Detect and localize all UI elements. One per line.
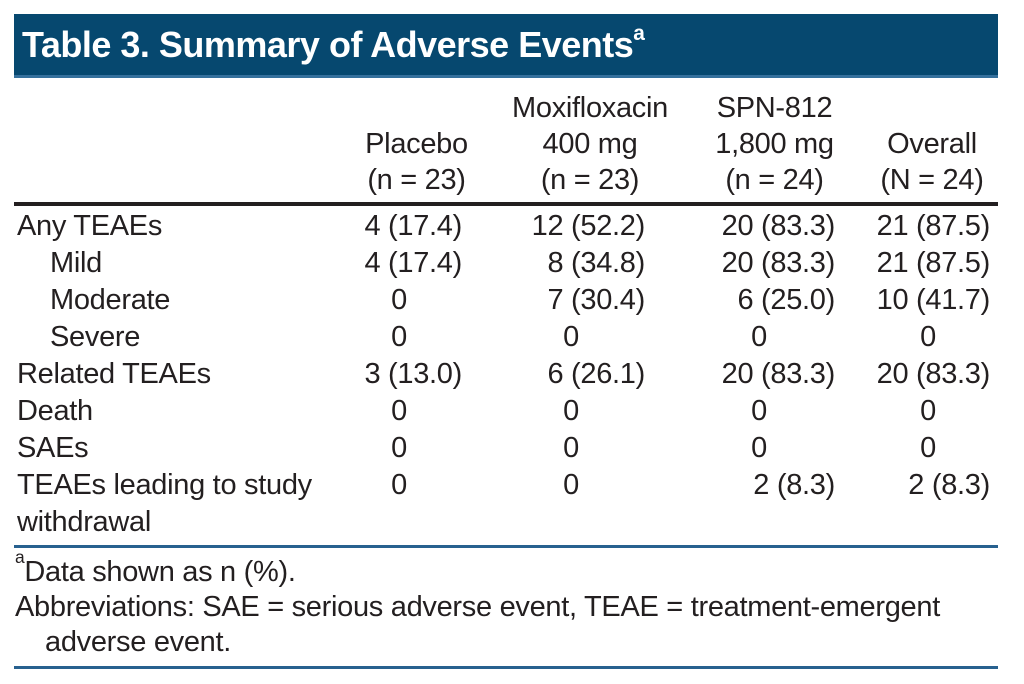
cell-value: 6 (25.0) bbox=[737, 284, 835, 316]
divider-rule-top bbox=[14, 545, 998, 548]
row-label: Death bbox=[17, 395, 93, 427]
cell-value: 20 (83.3) bbox=[876, 358, 991, 390]
footnote-abbreviations-line1: Abbreviations: SAE = serious adverse eve… bbox=[15, 591, 940, 623]
footnote-a: aData shown as n (%). bbox=[15, 548, 998, 590]
cell-value: 0 bbox=[563, 395, 579, 427]
table-title-bar: Table 3. Summary of Adverse Events a bbox=[14, 14, 998, 78]
header-row: Placebo (n = 23) Moxifloxacin 400 mg (n … bbox=[14, 78, 998, 206]
cell-value: 0 bbox=[391, 469, 407, 501]
cell-value: 6 (26.1) bbox=[547, 358, 645, 390]
adverse-events-table: Placebo (n = 23) Moxifloxacin 400 mg (n … bbox=[14, 78, 998, 541]
table-row-related-teaes: Related TEAEs 3 (13.0) 6 (26.1) 20 (83.3… bbox=[14, 356, 998, 393]
table-row-death: Death 0 0 0 0 bbox=[14, 393, 998, 430]
table-row-mild: Mild 4 (17.4) 8 (34.8) 20 (83.3) 21 (87.… bbox=[14, 245, 998, 282]
column-header-line: (n = 23) bbox=[367, 164, 466, 196]
cell-value: 21 (87.5) bbox=[876, 247, 991, 279]
divider-rule-bottom bbox=[14, 666, 998, 669]
table-footnotes: aData shown as n (%). Abbreviations: SAE… bbox=[14, 548, 998, 666]
cell-value: 0 bbox=[563, 469, 579, 501]
cell-value: 8 (34.8) bbox=[547, 247, 645, 279]
table-row-any-teaes: Any TEAEs 4 (17.4) 12 (52.2) 20 (83.3) 2… bbox=[14, 204, 998, 245]
column-header-line: Placebo bbox=[365, 128, 468, 160]
cell-value: 10 (41.7) bbox=[876, 284, 991, 316]
cell-value: 0 bbox=[920, 395, 936, 427]
column-header-moxifloxacin: Moxifloxacin 400 mg (n = 23) bbox=[497, 78, 683, 206]
footnote-a-text: Data shown as n (%). bbox=[24, 556, 296, 588]
column-header-spn812: SPN-812 1,800 mg (n = 24) bbox=[683, 78, 866, 206]
column-header-line: SPN-812 bbox=[716, 92, 833, 124]
column-header-line: (n = 23) bbox=[540, 164, 640, 196]
cell-value: 0 bbox=[920, 432, 936, 464]
cell-value: 0 bbox=[563, 321, 579, 353]
cell-value: 20 (83.3) bbox=[721, 247, 836, 279]
table-row-saes: SAEs 0 0 0 0 bbox=[14, 430, 998, 467]
cell-value: 7 (30.4) bbox=[547, 284, 645, 316]
cell-value: 0 bbox=[563, 432, 579, 464]
cell-value: 2 (8.3) bbox=[908, 469, 990, 501]
row-label: SAEs bbox=[17, 432, 89, 464]
cell-value: 0 bbox=[391, 432, 407, 464]
footnote-a-superscript: a bbox=[15, 546, 25, 567]
row-label: Related TEAEs bbox=[17, 358, 211, 390]
cell-value: 4 (17.4) bbox=[364, 210, 462, 242]
cell-value: 0 bbox=[391, 284, 407, 316]
cell-value: 0 bbox=[751, 321, 767, 353]
table-row-teaes-withdrawal: TEAEs leading to study withdrawal 0 0 2 … bbox=[14, 467, 998, 541]
column-header-line: (N = 24) bbox=[880, 164, 984, 196]
column-header-line: Overall bbox=[887, 128, 977, 160]
column-header-overall: Overall (N = 24) bbox=[866, 78, 998, 206]
row-label: Severe bbox=[50, 321, 141, 353]
table-header: Placebo (n = 23) Moxifloxacin 400 mg (n … bbox=[14, 78, 998, 206]
column-header-line: (n = 24) bbox=[725, 164, 824, 196]
table-row-moderate: Moderate 0 7 (30.4) 6 (25.0) 10 (41.7) bbox=[14, 282, 998, 319]
cell-value: 12 (52.2) bbox=[531, 210, 646, 242]
cell-value: 21 (87.5) bbox=[876, 210, 991, 242]
column-header-line: Moxifloxacin bbox=[512, 92, 668, 124]
row-label: TEAEs leading to study withdrawal bbox=[17, 469, 312, 538]
row-label: Any TEAEs bbox=[17, 210, 163, 242]
cell-value: 0 bbox=[751, 432, 767, 464]
column-header-placebo: Placebo (n = 23) bbox=[336, 78, 497, 206]
cell-value: 0 bbox=[391, 321, 407, 353]
row-label: Moderate bbox=[50, 284, 171, 316]
row-label: Mild bbox=[50, 247, 102, 279]
cell-value: 0 bbox=[751, 395, 767, 427]
table-row-severe: Severe 0 0 0 0 bbox=[14, 319, 998, 356]
cell-value: 20 (83.3) bbox=[721, 210, 836, 242]
cell-value: 2 (8.3) bbox=[753, 469, 835, 501]
table-body: Any TEAEs 4 (17.4) 12 (52.2) 20 (83.3) 2… bbox=[14, 204, 998, 541]
cell-value: 0 bbox=[920, 321, 936, 353]
cell-value: 4 (17.4) bbox=[364, 247, 462, 279]
column-header-line: 400 mg bbox=[542, 128, 638, 160]
column-header-line: 1,800 mg bbox=[715, 128, 834, 160]
cell-value: 20 (83.3) bbox=[721, 358, 836, 390]
corner-cell bbox=[14, 78, 336, 206]
table-figure: Table 3. Summary of Adverse Events a Plac… bbox=[14, 14, 998, 669]
footnote-abbreviations-line2: adverse event. bbox=[45, 626, 232, 658]
cell-value: 0 bbox=[391, 395, 407, 427]
table-title: Table 3. Summary of Adverse Events bbox=[22, 23, 634, 65]
cell-value: 3 (13.0) bbox=[364, 358, 462, 390]
